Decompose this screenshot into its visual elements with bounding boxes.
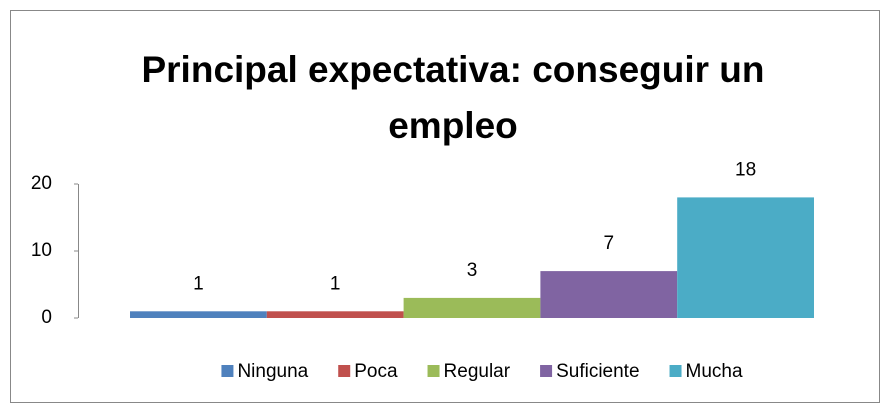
bar — [540, 271, 678, 318]
legend-swatch — [221, 365, 234, 377]
legend-label: Mucha — [686, 361, 743, 382]
data-label: 3 — [467, 260, 478, 281]
y-tick-label: 0 — [41, 307, 52, 328]
legend-swatch — [540, 365, 553, 377]
legend-label: Regular — [444, 361, 511, 382]
y-tick-label: 20 — [31, 173, 52, 194]
data-label: 7 — [604, 233, 615, 254]
bar — [130, 311, 267, 318]
bar — [677, 197, 814, 318]
data-label: 1 — [330, 273, 341, 294]
legend-label: Suficiente — [556, 361, 639, 382]
bar — [266, 311, 404, 318]
legend-swatch — [427, 365, 440, 377]
legend-label: Ninguna — [237, 361, 308, 382]
legend-label: Poca — [354, 361, 398, 382]
chart-title: Principal expectativa: conseguir un empl… — [141, 49, 765, 146]
bar — [403, 297, 541, 318]
data-label: 1 — [193, 273, 204, 294]
legend-swatch — [669, 365, 682, 377]
legend-swatch — [338, 365, 351, 377]
y-tick-label: 10 — [31, 240, 52, 261]
data-label: 18 — [735, 159, 756, 180]
